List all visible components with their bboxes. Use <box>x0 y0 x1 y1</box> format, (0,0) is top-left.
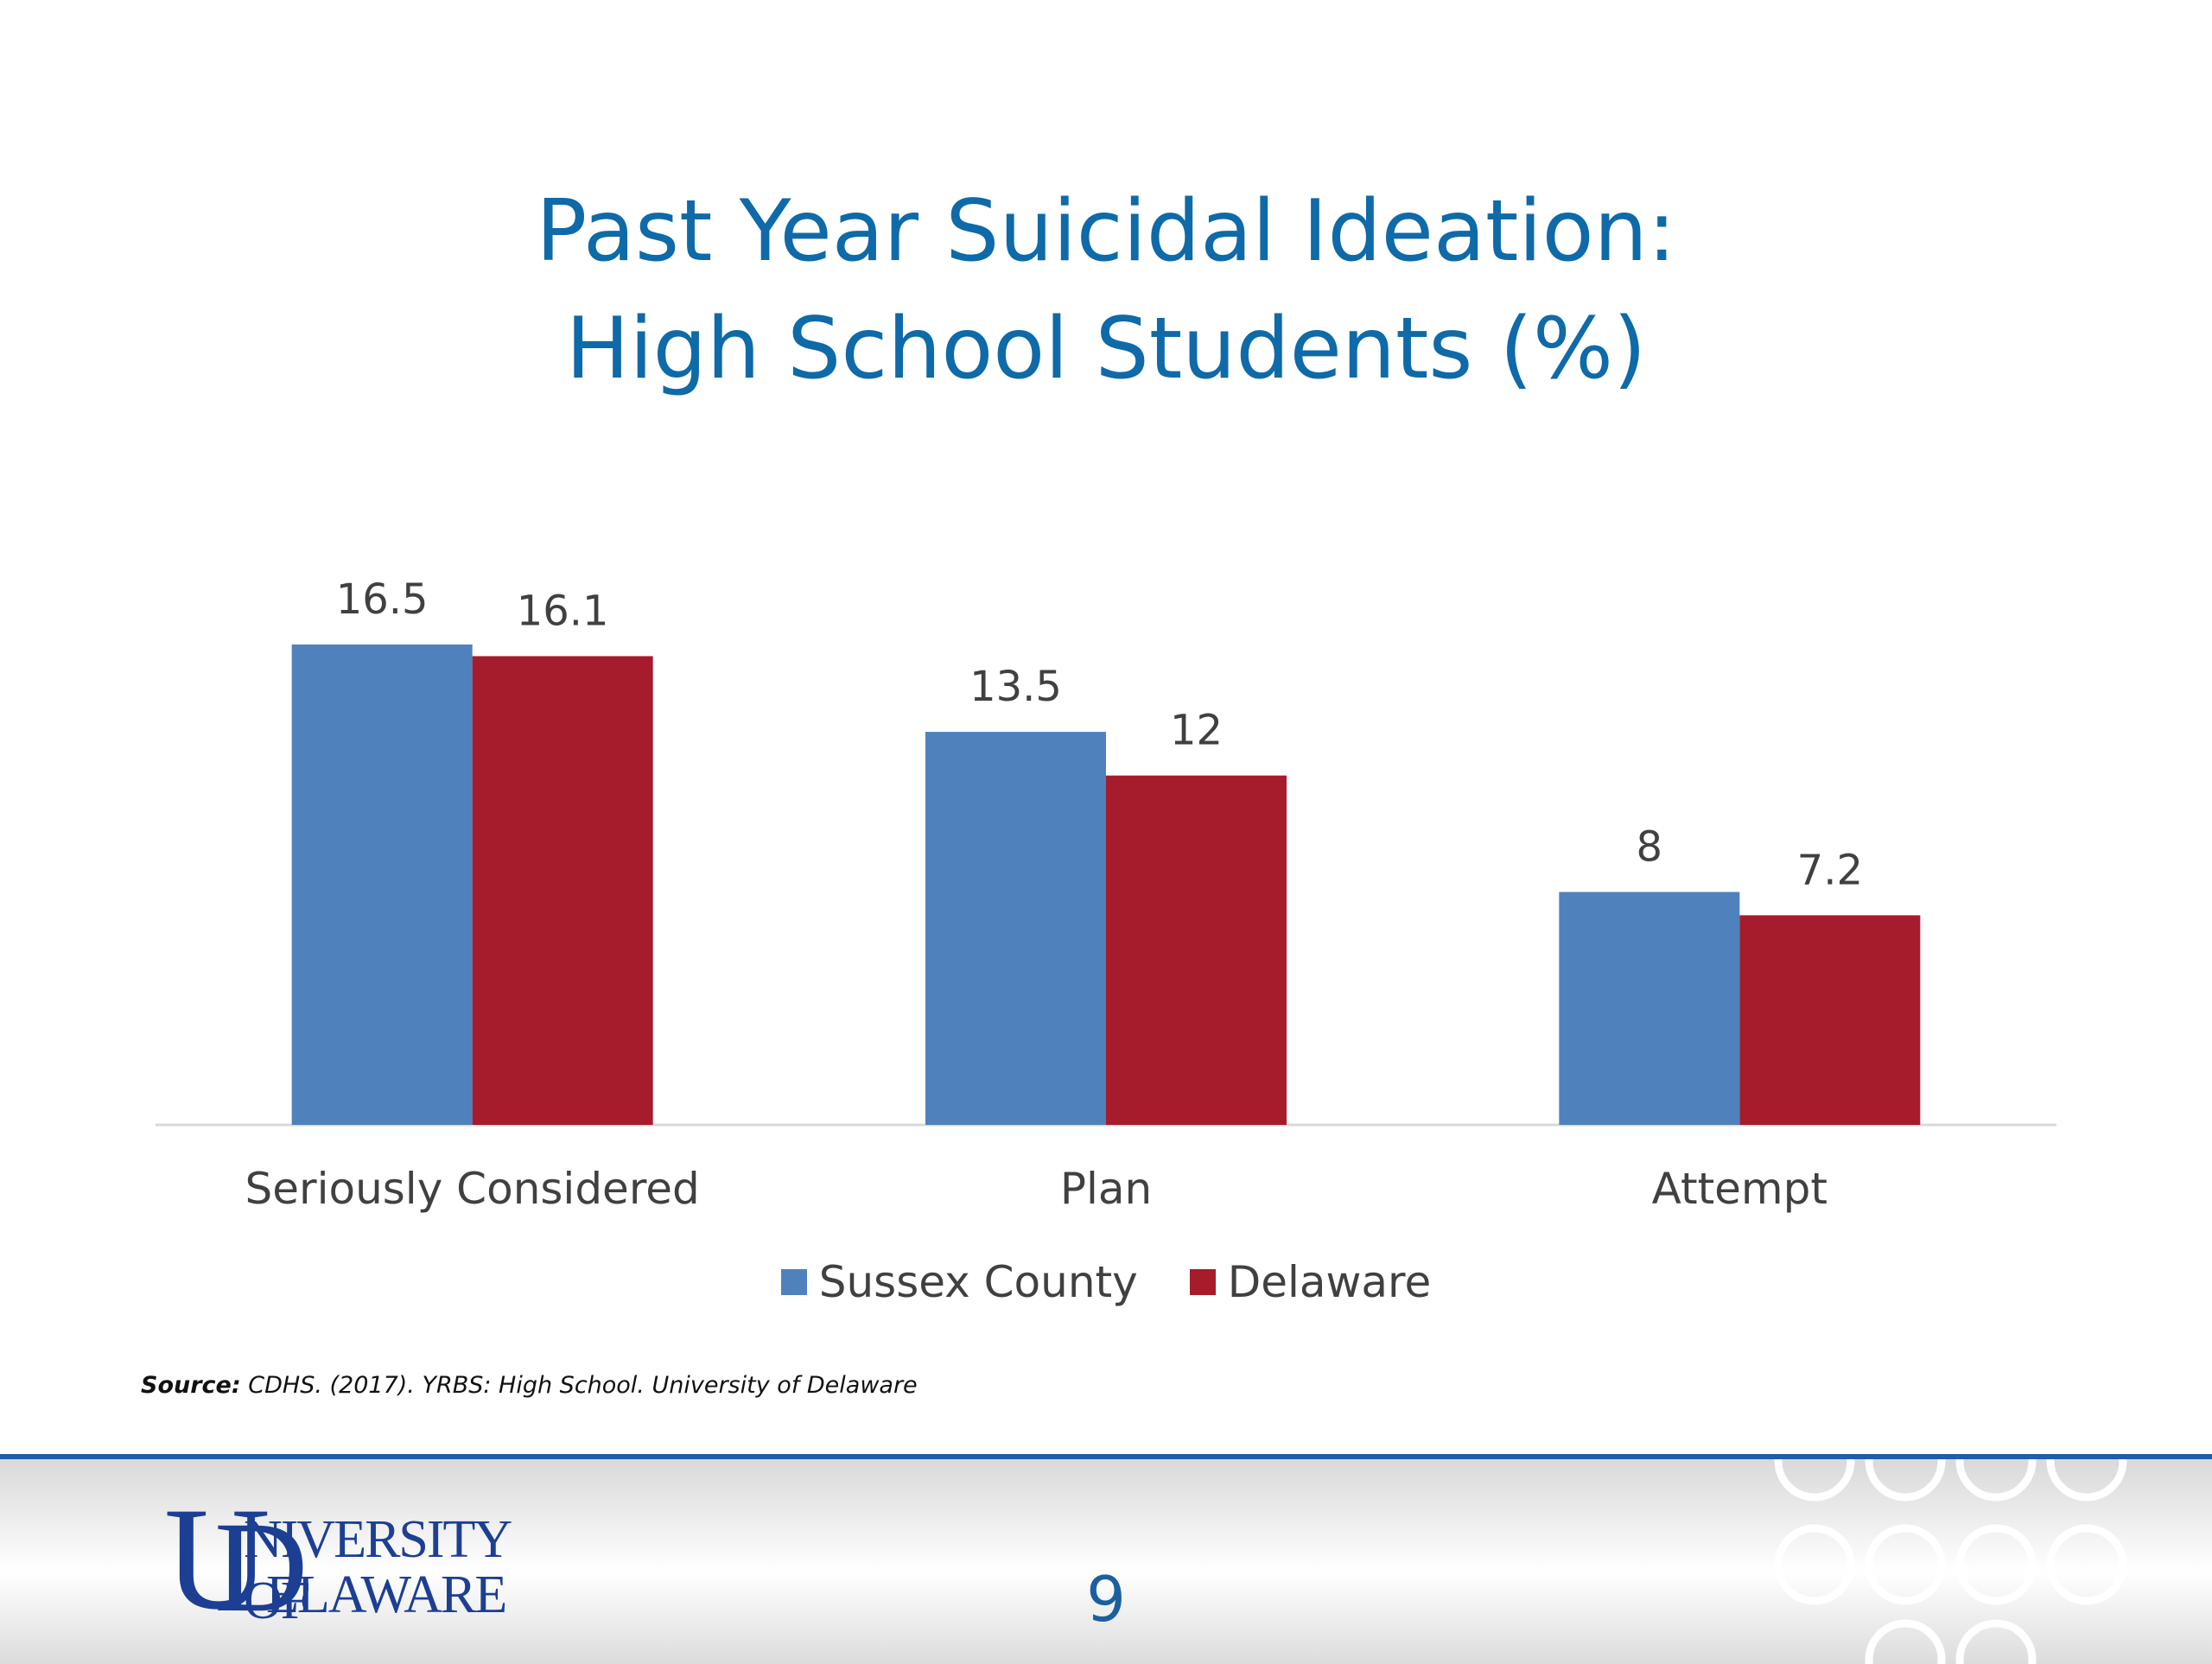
data-label: 12 <box>1170 707 1223 755</box>
university-of-delaware-logo: U D NIVERSITY OF ELAWARE <box>164 1485 579 1632</box>
source-label: Source: <box>141 1372 241 1399</box>
logo-letter-d: D <box>214 1496 308 1639</box>
legend-label-sussex: Sussex County <box>818 1257 1138 1307</box>
data-label: 13.5 <box>969 663 1062 711</box>
bar-attempt-sussex-county <box>1559 892 1740 1125</box>
source-note: Source: CDHS. (2017). YRBS: High School.… <box>141 1372 918 1399</box>
decorative-rings-icon <box>1774 1459 2127 1664</box>
legend-item-sussex: Sussex County <box>780 1257 1138 1307</box>
legend: Sussex County Delaware <box>0 1257 2212 1307</box>
bar-seriously-considered-delaware <box>472 656 653 1125</box>
bar-chart: 16.5 16.1 Seriously Considered 13.5 12 Plan 8 7… <box>156 575 2056 1214</box>
x-tick-label: Attempt <box>1652 1164 1827 1214</box>
source-text: CDHS. (2017). YRBS: High School. Univers… <box>248 1372 918 1399</box>
legend-swatch-sussex <box>780 1269 807 1295</box>
data-label: 8 <box>1637 822 1663 871</box>
x-tick-label: Plan <box>1060 1164 1152 1214</box>
bar-seriously-considered-sussex-county <box>291 645 473 1125</box>
logo-letter-u: U <box>164 1477 270 1640</box>
bar-plan-delaware <box>1106 775 1287 1125</box>
logo-word-delaware: ELAWARE <box>266 1566 507 1624</box>
title-line-2: High School Students (%) <box>565 300 1647 398</box>
bar-plan-sussex-county <box>925 732 1106 1125</box>
chart-title: Past Year Suicidal Ideation: High School… <box>0 173 2212 408</box>
title-line-1: Past Year Suicidal Ideation: <box>536 182 1676 281</box>
data-label: 16.5 <box>336 575 429 624</box>
logo-word-university: NIVERSITY OF <box>244 1510 511 1630</box>
footer-bar: U D NIVERSITY OF ELAWARE 9 <box>0 1454 2212 1664</box>
x-tick-label: Seriously Considered <box>245 1164 700 1214</box>
legend-label-delaware: Delaware <box>1227 1257 1432 1307</box>
data-label: 16.1 <box>517 587 609 635</box>
bar-attempt-delaware <box>1739 915 1921 1125</box>
legend-item-delaware: Delaware <box>1189 1257 1432 1307</box>
legend-swatch-delaware <box>1189 1269 1216 1295</box>
page-number: 9 <box>1086 1563 1126 1635</box>
data-label: 7.2 <box>1797 846 1863 894</box>
